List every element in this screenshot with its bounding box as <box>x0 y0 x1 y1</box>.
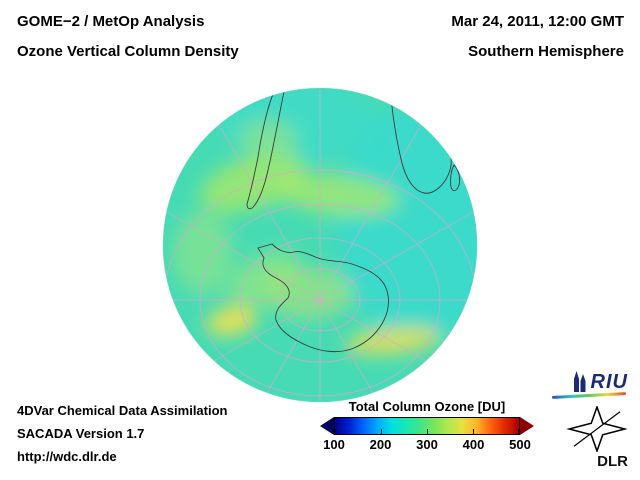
colorbar-label-300: 300 <box>416 437 438 452</box>
colorbar-gradient <box>334 417 520 435</box>
colorbar-tick <box>427 429 428 434</box>
riu-logo-text: RIU <box>590 371 628 393</box>
footer-version: SACADA Version 1.7 <box>17 426 145 441</box>
coast-madagascar <box>450 164 461 192</box>
colorbar-tick <box>473 429 474 434</box>
coast-antarctica <box>257 243 389 353</box>
colorbar-label-400: 400 <box>462 437 485 452</box>
header-quantity: Ozone Vertical Column Density <box>17 43 239 60</box>
dlr-star-icon <box>566 404 628 454</box>
globe-limb <box>162 87 478 403</box>
footer-url: http://wdc.dlr.de <box>17 449 117 464</box>
header-region: Southern Hemisphere <box>468 43 624 60</box>
dlr-logo-text: DLR <box>597 453 628 470</box>
colorbar-right-arrow <box>520 417 534 435</box>
ozone-globe <box>162 87 478 403</box>
colorbar-label-100: 100 <box>323 437 345 452</box>
footer-assimilation: 4DVar Chemical Data Assimilation <box>17 403 228 418</box>
riu-logo: RIU <box>551 370 628 399</box>
header-datetime: Mar 24, 2011, 12:00 GMT <box>451 13 624 30</box>
riu-gradient-wave <box>551 392 627 399</box>
colorbar-label-500: 500 <box>509 437 531 452</box>
colorbar-tick <box>518 429 519 434</box>
colorbar-label-200: 200 <box>369 437 392 452</box>
colorbar-labels: 100 200 300 400 500 <box>320 437 534 453</box>
colorbar: Total Column Ozone [DU] 100 200 300 400 … <box>320 399 534 453</box>
dlr-logo: DLR <box>558 404 628 470</box>
colorbar-tick <box>335 429 336 434</box>
header-product: GOME−2 / MetOp Analysis <box>17 13 205 30</box>
colorbar-title: Total Column Ozone [DU] <box>348 399 506 414</box>
coast-south-america <box>246 91 285 210</box>
colorbar-tick <box>381 429 382 434</box>
colorbar-left-arrow <box>320 417 334 435</box>
riu-cathedral-icon <box>573 371 586 392</box>
